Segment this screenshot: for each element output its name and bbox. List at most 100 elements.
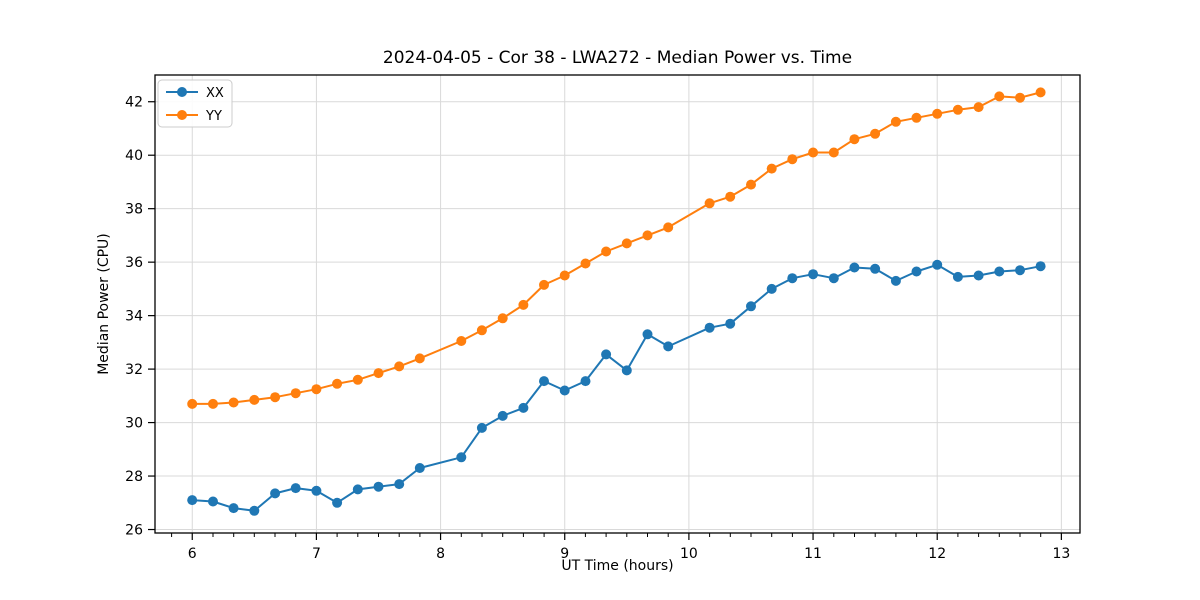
series-yy-marker (476, 325, 487, 336)
y-tick-label: 30 (125, 416, 143, 432)
y-tick-label: 36 (125, 255, 143, 271)
series-yy-marker (787, 154, 798, 165)
series-yy-marker (559, 270, 570, 281)
series-xx-marker (746, 301, 756, 312)
series-xx-marker (642, 329, 653, 340)
series-yy-marker (911, 112, 922, 123)
series-xx-marker (497, 410, 508, 421)
series-yy-marker (249, 394, 260, 405)
series-xx-marker (725, 318, 736, 329)
series-xx-marker (601, 349, 612, 360)
series-xx-marker (414, 463, 425, 473)
series-xx-marker (1015, 265, 1025, 276)
series-yy-marker (187, 398, 198, 409)
series-xx-marker (559, 385, 570, 396)
y-tick-label: 40 (125, 148, 143, 164)
series-yy-marker (601, 246, 612, 257)
series-yy-marker (746, 179, 756, 190)
series-xx-marker (973, 270, 984, 281)
series-xx (187, 259, 1046, 516)
series-yy-marker (270, 392, 281, 403)
series-xx-marker (373, 481, 384, 492)
grid (155, 75, 1080, 533)
series-yy-marker (394, 361, 405, 372)
series-xx-marker (828, 273, 839, 284)
y-tick-label: 28 (125, 469, 143, 485)
series-xx-marker (849, 262, 860, 273)
series-xx-line (191, 263, 1042, 512)
series-yy-marker (890, 116, 901, 127)
x-tick-label: 6 (188, 546, 197, 562)
series-yy-marker (621, 238, 632, 249)
series-xx-marker (208, 496, 218, 507)
legend-item-yy: YY (166, 109, 222, 124)
y-axis: 26 28 30 32 34 36 38 40 42 (125, 95, 155, 539)
series-yy-marker (828, 147, 839, 158)
series-xx-marker (808, 269, 819, 280)
series-yy-marker (518, 299, 529, 310)
series-xx-marker (580, 376, 591, 387)
series-yy-marker (332, 378, 343, 389)
series-yy-marker (952, 104, 963, 115)
series-yy-marker (311, 384, 322, 395)
series-xx-marker (187, 495, 198, 506)
x-tick-label: 8 (436, 546, 445, 562)
series-xx-marker (311, 485, 322, 496)
series-yy-marker (663, 222, 674, 233)
series-xx-marker (704, 322, 715, 333)
series-xx-marker (290, 483, 301, 494)
series-yy-marker (808, 147, 819, 158)
series-xx-marker (228, 503, 239, 514)
series-yy-marker (414, 353, 425, 364)
series-xx-marker (911, 266, 922, 277)
x-tick-label: 13 (1052, 546, 1070, 562)
series-yy-marker (497, 313, 508, 324)
series-yy-marker (642, 230, 653, 241)
x-axis: 6 7 8 9 10 11 12 13 (171, 533, 1070, 562)
series-yy-marker (932, 108, 943, 119)
series-xx-marker (663, 341, 674, 352)
series-xx-marker (394, 479, 405, 490)
series-yy-marker (766, 163, 777, 174)
series-yy-marker (973, 102, 984, 113)
series-xx-marker (1035, 261, 1046, 272)
x-tick-label: 12 (928, 546, 946, 562)
series-yy-marker (290, 388, 301, 399)
x-tick-label: 10 (680, 546, 698, 562)
plot-area-frame (154, 74, 1081, 534)
series-xx-marker (539, 376, 549, 387)
chart-title: 2024-04-05 - Cor 38 - LWA272 - Median Po… (382, 48, 853, 68)
series-yy-marker (849, 134, 860, 145)
series-yy-line (191, 91, 1042, 405)
series-yy-marker (704, 198, 715, 209)
series-xx-marker (870, 263, 881, 274)
y-tick-label: 42 (125, 95, 143, 111)
series-xx-marker (456, 452, 467, 463)
series-yy-marker (539, 279, 549, 290)
series-xx-marker (932, 259, 943, 270)
y-tick-label: 26 (125, 523, 143, 539)
x-tick-label: 9 (560, 546, 569, 562)
series-xx-marker (994, 266, 1005, 277)
series-yy-marker (580, 258, 591, 269)
series-yy-marker (373, 368, 384, 379)
series-xx-marker (621, 365, 632, 376)
series-yy-marker (208, 398, 218, 409)
x-tick-label: 11 (804, 546, 822, 562)
series-yy-marker (228, 397, 239, 408)
legend-label: YY (205, 109, 222, 124)
series-xx-marker (890, 275, 901, 286)
series-yy-marker (352, 374, 363, 385)
series-yy-marker (725, 191, 736, 202)
series-xx-marker (249, 505, 260, 516)
series-xx-marker (332, 497, 343, 508)
legend-marker-sample (177, 110, 187, 120)
series-xx-marker (476, 422, 487, 433)
series-xx-marker (352, 484, 363, 495)
series-xx-marker (787, 273, 798, 284)
x-tick-label: 7 (312, 546, 321, 562)
series-xx-marker (952, 271, 963, 282)
series-yy-marker (1015, 92, 1025, 103)
